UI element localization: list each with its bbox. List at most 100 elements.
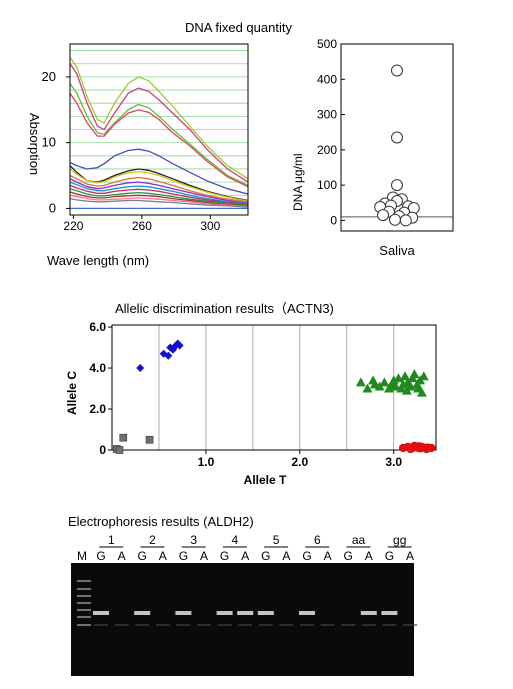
allele-plot-frame <box>111 324 437 451</box>
gel-sample-label: 3 <box>190 533 197 547</box>
gel-primer-band <box>94 624 108 626</box>
dna-y-tick-label: 100 <box>317 178 337 192</box>
allele-x-tick-label: 3.0 <box>385 455 402 469</box>
gel-allele-label: A <box>200 549 208 563</box>
gel-sample-label: 1 <box>108 533 115 547</box>
gel-primer-band <box>361 624 376 626</box>
absorption-spectra-chart: 0 10 20 220 260 300 Wave length (nm) Absorpti… <box>27 43 249 268</box>
gel-band <box>175 611 192 615</box>
allele-triangle-point <box>409 369 420 379</box>
gel-primer-band <box>341 624 356 626</box>
dna-concentration-chart: 0 100 200 300 400 500 DNA μg/ml Saliva <box>291 37 454 258</box>
spectrum-line <box>69 194 249 208</box>
dna-chart-title: DNA fixed quantity <box>185 20 292 35</box>
allele-y-tick-label: 0 <box>99 443 106 457</box>
spectrum-line <box>69 63 249 183</box>
gel-band <box>134 611 151 615</box>
spectra-y-tick-label: 0 <box>49 200 56 215</box>
gel-band <box>237 611 254 615</box>
gel-band <box>93 611 109 615</box>
gel-primer-band <box>176 624 191 626</box>
gel-band <box>299 611 315 615</box>
gel-allele-label: G <box>385 549 394 563</box>
gel-primer-band <box>403 624 417 626</box>
spectra-x-tick-label: 260 <box>132 219 152 233</box>
spectra-x-tick-label: 220 <box>63 219 83 233</box>
gel-sample-label: 2 <box>149 533 156 547</box>
allele-diamond-point <box>175 341 184 350</box>
gel-allele-label: A <box>365 549 373 563</box>
dna-y-axis-label: DNA μg/ml <box>291 153 305 211</box>
gel-allele-label: G <box>261 549 270 563</box>
allele-y-tick-label: 6.0 <box>89 320 106 334</box>
gel-sample-label: aa <box>352 533 366 547</box>
dna-y-tick-label: 500 <box>317 37 337 51</box>
allele-x-tick-label: 1.0 <box>198 455 215 469</box>
allele-triangle-point <box>418 371 429 381</box>
gel-marker-label: M <box>77 549 87 563</box>
gel-allele-label: A <box>241 549 249 563</box>
allele-square-point <box>145 435 154 444</box>
allelic-discrimination-chart: 0 2.0 4.0 6.0 1.0 2.0 3.0 Allele C Allele T <box>65 320 437 487</box>
allele-y-tick-label: 2.0 <box>89 402 106 416</box>
allele-diamond-point <box>136 364 145 373</box>
spectrum-line <box>69 174 249 203</box>
gel-sample-label: 4 <box>232 533 239 547</box>
gel-primer-band <box>258 624 273 626</box>
spectra-y-tick-label: 10 <box>42 135 56 150</box>
gel-allele-label: A <box>406 549 414 563</box>
spectrum-line <box>69 168 249 202</box>
gel-allele-label: G <box>220 549 229 563</box>
gel-primer-band <box>135 624 150 626</box>
dna-y-tick-label: 200 <box>317 143 337 157</box>
ladder-band <box>77 616 91 618</box>
dna-x-axis-label: Saliva <box>379 243 415 258</box>
gel-primer-band <box>197 624 211 626</box>
spectra-y-axis-label: Absorption <box>27 113 42 175</box>
gel-allele-label: G <box>179 549 188 563</box>
allele-triangle-point <box>362 383 373 393</box>
allele-diamond-point <box>159 349 168 358</box>
ladder-band <box>77 588 91 590</box>
dna-sample-point <box>377 209 389 222</box>
dna-sample-point <box>391 64 403 77</box>
allele-x-tick-label: 2.0 <box>291 455 308 469</box>
gel-primer-band <box>155 624 170 626</box>
allele-y-axis-label: Allele C <box>65 371 79 415</box>
gel-primer-band <box>382 624 397 626</box>
dna-plot-frame <box>340 43 454 232</box>
gel-allele-label: G <box>96 549 105 563</box>
ladder-band <box>77 580 91 582</box>
ladder-band <box>77 595 91 597</box>
gel-band <box>257 611 274 615</box>
spectra-x-tick-label: 300 <box>200 219 220 233</box>
dna-sample-point <box>391 131 403 144</box>
allele-triangle-point <box>355 377 366 387</box>
spectrum-line <box>69 184 249 206</box>
gel-allele-label: G <box>344 549 353 563</box>
dna-sample-point <box>389 213 401 226</box>
allele-circle-point <box>406 444 415 454</box>
spectrum-line <box>69 148 249 195</box>
ladder-band <box>77 602 91 604</box>
dna-y-tick-label: 400 <box>317 72 337 86</box>
allele-diamond-point <box>169 345 178 354</box>
dna-sample-point <box>391 179 403 192</box>
dna-y-tick-label: 0 <box>330 213 337 227</box>
gel-sample-label: gg <box>393 533 406 547</box>
allele-triangle-point <box>413 383 424 393</box>
gel-band <box>360 611 377 615</box>
allele-triangle-point <box>401 385 412 395</box>
allele-triangle-point <box>379 377 390 387</box>
spectra-plot-frame <box>69 43 249 216</box>
gel-primer-band <box>300 624 314 626</box>
spectrum-line <box>69 188 249 206</box>
allele-circle-point <box>422 444 431 454</box>
allele-square-point <box>115 446 124 454</box>
spectrum-line <box>69 178 249 204</box>
allele-triangle-point <box>386 379 397 389</box>
gel-allele-label: A <box>118 549 126 563</box>
gel-allele-label: G <box>302 549 311 563</box>
spectra-x-axis-label: Wave length (nm) <box>47 253 149 268</box>
allele-circle-point <box>414 442 424 451</box>
